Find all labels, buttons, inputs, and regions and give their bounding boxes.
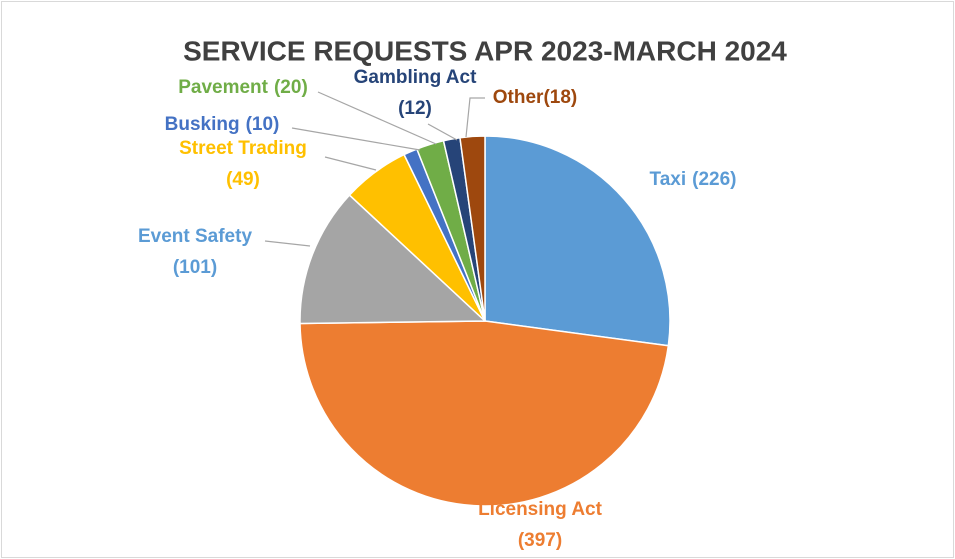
leader-line	[317, 91, 437, 145]
leader-line	[291, 127, 421, 151]
data-label: Busking (10)	[165, 114, 280, 135]
data-label: Gambling Act (12)	[354, 67, 477, 119]
value-label: (226)	[692, 169, 736, 190]
leader-line	[324, 156, 377, 171]
data-label: Licensing Act (397)	[478, 499, 603, 551]
value-label: (49)	[226, 169, 260, 190]
category-label: Street Trading	[179, 138, 307, 159]
category-label: Other	[493, 87, 544, 108]
value-label: (101)	[173, 257, 217, 278]
leader-line	[427, 123, 458, 141]
value-label: (10)	[246, 114, 280, 135]
category-label: Pavement	[178, 77, 268, 98]
category-label: Gambling Act	[354, 67, 477, 88]
value-label: (18)	[543, 87, 577, 108]
pie-slice	[484, 135, 671, 347]
value-label: (397)	[518, 530, 562, 551]
leader-line	[264, 240, 311, 247]
category-label: Event Safety	[138, 226, 252, 247]
pie-slice	[459, 135, 486, 322]
category-label: Taxi	[650, 169, 687, 190]
data-label: Other(18)	[493, 87, 577, 108]
chart-title: SERVICE REQUESTS APR 2023-MARCH 2024	[183, 35, 787, 66]
data-label: Street Trading (49)	[179, 138, 307, 190]
category-label: Licensing Act	[478, 499, 603, 520]
data-label: Event Safety (101)	[138, 226, 252, 278]
slices	[299, 135, 671, 507]
category-label: Busking	[165, 114, 240, 135]
value-label: (20)	[274, 77, 308, 98]
data-label: Pavement (20)	[178, 77, 308, 98]
data-label: Taxi (226)	[650, 169, 737, 190]
leader-line	[465, 97, 485, 138]
value-label: (12)	[398, 98, 432, 119]
pie-slice	[299, 194, 487, 325]
pie-slice	[299, 320, 670, 507]
